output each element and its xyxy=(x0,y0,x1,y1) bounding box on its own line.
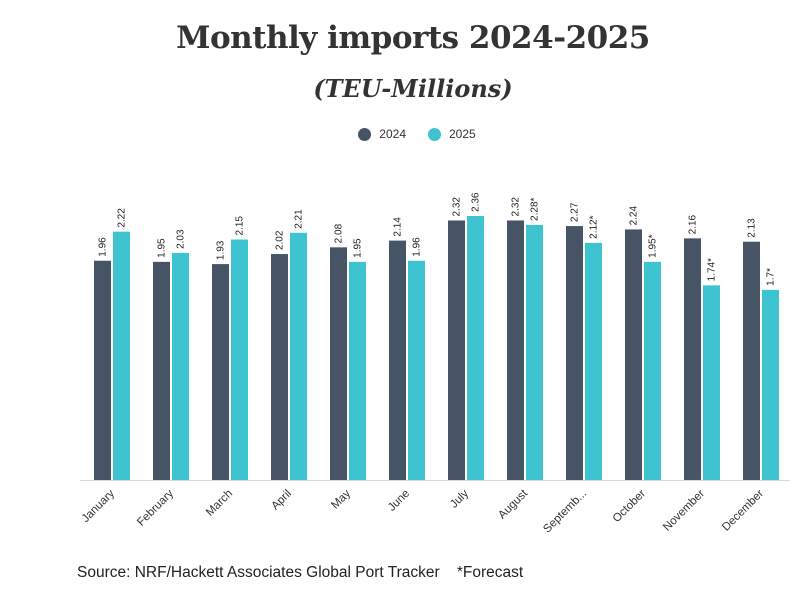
bar-2025-april xyxy=(290,232,307,480)
bar-2024-septemb xyxy=(566,226,583,480)
data-label: 2.16 xyxy=(688,214,699,234)
x-tick-label: December xyxy=(720,488,766,534)
bar-2025-july xyxy=(467,216,484,480)
bar-2024-may xyxy=(330,247,347,480)
x-tick-label: January xyxy=(80,487,118,525)
bar-2025-december xyxy=(762,289,779,480)
bar-2025-june xyxy=(408,260,425,480)
data-label: 2.28* xyxy=(530,197,541,220)
x-tick-label: June xyxy=(386,488,412,514)
bar-2024-july xyxy=(448,220,465,480)
bar-2025-march xyxy=(231,239,248,480)
x-tick-label: October xyxy=(611,488,649,526)
x-tick-label: November xyxy=(661,488,707,534)
chart-title: Monthly imports 2024-2025 xyxy=(176,20,650,56)
data-label: 1.95* xyxy=(648,234,659,257)
x-tick-label: March xyxy=(204,488,235,519)
legend-item-2025: 2025 xyxy=(428,127,476,141)
data-label: 2.21 xyxy=(294,209,305,229)
bar-2024-april xyxy=(271,254,288,480)
bar-2024-december xyxy=(743,241,760,480)
data-label: 1.96 xyxy=(412,237,423,257)
data-label: 2.13 xyxy=(747,218,758,238)
legend-swatch-2025 xyxy=(428,127,441,141)
data-label: 2.27 xyxy=(570,202,581,222)
data-label: 1.96 xyxy=(98,237,109,257)
legend: 2024 2025 xyxy=(0,127,800,141)
bar-2025-february xyxy=(172,252,189,480)
data-label: 1.7* xyxy=(766,268,777,286)
source-note: Source: NRF/Hackett Associates Global Po… xyxy=(77,564,524,581)
data-label: 2.14 xyxy=(393,217,404,237)
x-tick-label: Septemb... xyxy=(541,488,589,536)
x-tick-label: July xyxy=(448,487,471,510)
bar-2025-septemb xyxy=(585,242,602,480)
bar-2025-january xyxy=(113,231,130,480)
data-label: 2.02 xyxy=(275,230,286,250)
data-label: 1.95 xyxy=(353,238,364,258)
data-label: 2.32 xyxy=(511,197,522,217)
bar-2024-june xyxy=(389,240,406,480)
x-tick-label: April xyxy=(269,488,294,513)
legend-swatch-2024 xyxy=(358,127,372,141)
bar-2024-november xyxy=(684,238,701,480)
data-label: 2.22 xyxy=(117,208,128,228)
legend-label-2025: 2025 xyxy=(449,127,476,141)
bar-2025-august xyxy=(526,224,543,480)
data-label: 2.03 xyxy=(176,229,187,249)
bar-2025-november xyxy=(703,285,720,480)
data-label: 1.74* xyxy=(707,258,718,281)
x-tick-label: February xyxy=(135,487,176,528)
bar-2024-february xyxy=(153,261,170,480)
legend-item-2024: 2024 xyxy=(358,127,406,141)
x-tick-label: August xyxy=(496,487,530,521)
data-label: 2.08 xyxy=(334,223,345,243)
bar-2024-august xyxy=(507,220,524,480)
data-label: 2.15 xyxy=(235,216,246,236)
bar-2024-january xyxy=(94,260,111,480)
data-label: 2.36 xyxy=(471,192,482,212)
bar-2024-march xyxy=(212,264,229,480)
data-label: 2.12* xyxy=(589,215,600,238)
legend-label-2024: 2024 xyxy=(379,127,406,141)
data-label: 2.24 xyxy=(629,206,640,226)
chart-subtitle: (TEU-Millions) xyxy=(313,74,513,103)
bar-2025-may xyxy=(349,261,366,480)
data-label: 1.93 xyxy=(216,240,227,260)
bar-2025-october xyxy=(644,261,661,480)
bar-2024-october xyxy=(625,229,642,480)
data-label: 2.32 xyxy=(452,197,463,217)
data-label: 1.95 xyxy=(157,238,168,258)
x-tick-label: May xyxy=(329,487,353,511)
